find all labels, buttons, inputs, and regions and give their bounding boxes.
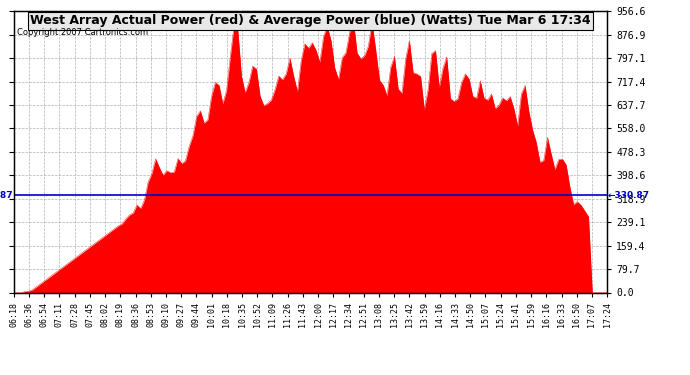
- Text: ←330.87: ←330.87: [608, 191, 650, 200]
- Text: 330.87: 330.87: [0, 191, 13, 200]
- Text: Copyright 2007 Cartronics.com: Copyright 2007 Cartronics.com: [17, 28, 148, 37]
- Text: West Array Actual Power (red) & Average Power (blue) (Watts) Tue Mar 6 17:34: West Array Actual Power (red) & Average …: [30, 14, 591, 27]
